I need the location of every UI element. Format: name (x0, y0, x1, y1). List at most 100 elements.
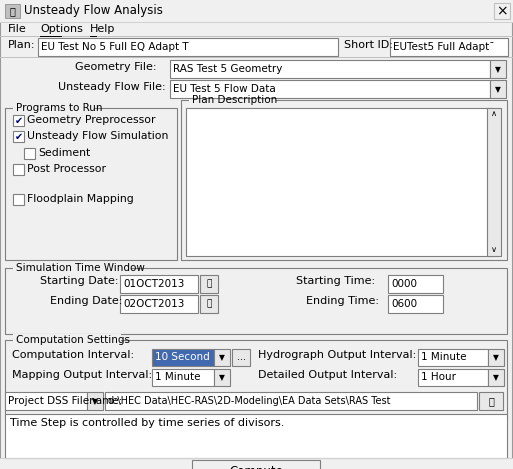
Text: 01OCT2013: 01OCT2013 (123, 279, 184, 289)
Text: Computation Interval:: Computation Interval: (12, 350, 134, 360)
Text: Ending Time:: Ending Time: (306, 296, 379, 306)
Text: Computation Settings: Computation Settings (16, 335, 130, 345)
Text: 📁: 📁 (488, 396, 494, 406)
Text: Floodplain Mapping: Floodplain Mapping (27, 194, 134, 204)
Text: Unsteady Flow Simulation: Unsteady Flow Simulation (27, 131, 168, 141)
Text: File: File (8, 24, 27, 34)
Text: Plan:: Plan: (8, 40, 35, 50)
Text: ▼: ▼ (493, 354, 499, 363)
Bar (200, 275, 218, 293)
Bar (0, 0, 513, 22)
Bar (494, 3, 510, 19)
Bar (0, 458, 513, 459)
Text: 0600: 0600 (391, 299, 417, 309)
Text: ▼: ▼ (219, 354, 225, 363)
Text: Detailed Output Interval:: Detailed Output Interval: (258, 370, 397, 380)
Bar (13, 262, 131, 273)
Text: ▼: ▼ (495, 65, 501, 74)
Bar (490, 60, 506, 78)
Bar (170, 60, 490, 78)
Text: 📅: 📅 (206, 300, 212, 309)
Text: ▼: ▼ (219, 373, 225, 383)
Bar (0, 459, 513, 469)
Text: ▼: ▼ (493, 373, 499, 383)
Text: Project DSS Filename:: Project DSS Filename: (8, 396, 122, 406)
Bar (5, 268, 507, 334)
Text: ▼: ▼ (495, 85, 501, 94)
Bar (488, 349, 504, 366)
Bar (390, 38, 508, 56)
Bar (152, 349, 214, 366)
Text: 02OCT2013: 02OCT2013 (123, 299, 184, 309)
Text: 📅: 📅 (206, 280, 212, 288)
Bar (200, 295, 218, 313)
Text: Time Step is controlled by time series of divisors.: Time Step is controlled by time series o… (10, 418, 284, 428)
Bar (388, 295, 443, 313)
Text: 🔷: 🔷 (10, 6, 15, 16)
Text: RAS Test 5 Geometry: RAS Test 5 Geometry (173, 64, 282, 74)
Bar (487, 108, 501, 256)
Text: ∧: ∧ (491, 109, 497, 119)
Text: 1 Minute: 1 Minute (155, 372, 201, 383)
Bar (186, 108, 493, 256)
Text: Starting Date:: Starting Date: (40, 276, 119, 286)
Bar (120, 295, 198, 313)
Text: Starting Time:: Starting Time: (296, 276, 375, 286)
Bar (5, 4, 20, 18)
Bar (214, 369, 230, 386)
Bar (479, 392, 503, 410)
Bar (13, 194, 24, 205)
Bar (192, 460, 320, 469)
Bar (87, 392, 103, 410)
Text: Geometry Preprocessor: Geometry Preprocessor (27, 115, 155, 125)
Bar (105, 392, 477, 410)
Text: Simulation Time Window: Simulation Time Window (16, 263, 145, 273)
Bar (152, 369, 214, 386)
Bar (418, 349, 488, 366)
Text: EU Test 5 Flow Data: EU Test 5 Flow Data (173, 84, 276, 94)
Text: EUTest5 Full Adapt¯: EUTest5 Full Adapt¯ (393, 42, 495, 52)
Bar (181, 100, 507, 260)
Text: Compute: Compute (229, 464, 283, 469)
Bar (13, 131, 24, 142)
Text: Programs to Run: Programs to Run (16, 103, 103, 113)
Bar (24, 148, 35, 159)
Bar (120, 275, 198, 293)
Text: Sediment: Sediment (38, 148, 90, 158)
Text: Unsteady Flow Analysis: Unsteady Flow Analysis (24, 4, 163, 17)
Text: ✔: ✔ (14, 115, 23, 126)
Bar (13, 102, 95, 113)
Bar (5, 340, 507, 420)
Bar (5, 414, 507, 458)
Bar (13, 164, 24, 175)
Text: 0000: 0000 (391, 279, 417, 289)
Bar (490, 80, 506, 98)
Text: ×: × (496, 4, 508, 18)
Text: ✔: ✔ (14, 131, 23, 142)
Text: Unsteady Flow File:: Unsteady Flow File: (58, 82, 166, 92)
Text: Plan Description: Plan Description (192, 95, 277, 105)
Bar (232, 349, 250, 366)
Text: EU Test No 5 Full EQ Adapt T: EU Test No 5 Full EQ Adapt T (41, 42, 189, 52)
Text: Mapping Output Interval:: Mapping Output Interval: (12, 370, 152, 380)
Bar (0, 36, 513, 37)
Text: 1 Minute: 1 Minute (421, 353, 466, 363)
Bar (5, 392, 87, 410)
Text: Help: Help (90, 24, 115, 34)
Bar (0, 22, 513, 23)
Bar (13, 115, 24, 126)
Text: Options: Options (40, 24, 83, 34)
Text: Ending Date:: Ending Date: (50, 296, 123, 306)
Bar (388, 275, 443, 293)
Bar (0, 57, 513, 58)
Text: ∨: ∨ (491, 245, 497, 255)
Text: d:\HEC Data\HEC-RAS\2D-Modeling\EA Data Sets\RAS Test: d:\HEC Data\HEC-RAS\2D-Modeling\EA Data … (108, 396, 390, 406)
Text: Short ID:: Short ID: (344, 40, 393, 50)
Text: ...: ... (236, 353, 246, 363)
Text: Hydrograph Output Interval:: Hydrograph Output Interval: (258, 350, 416, 360)
Text: 1 Hour: 1 Hour (421, 372, 456, 383)
Text: Geometry File:: Geometry File: (75, 62, 156, 72)
Bar (13, 334, 121, 345)
Bar (189, 94, 276, 105)
Text: ▼: ▼ (92, 397, 98, 406)
